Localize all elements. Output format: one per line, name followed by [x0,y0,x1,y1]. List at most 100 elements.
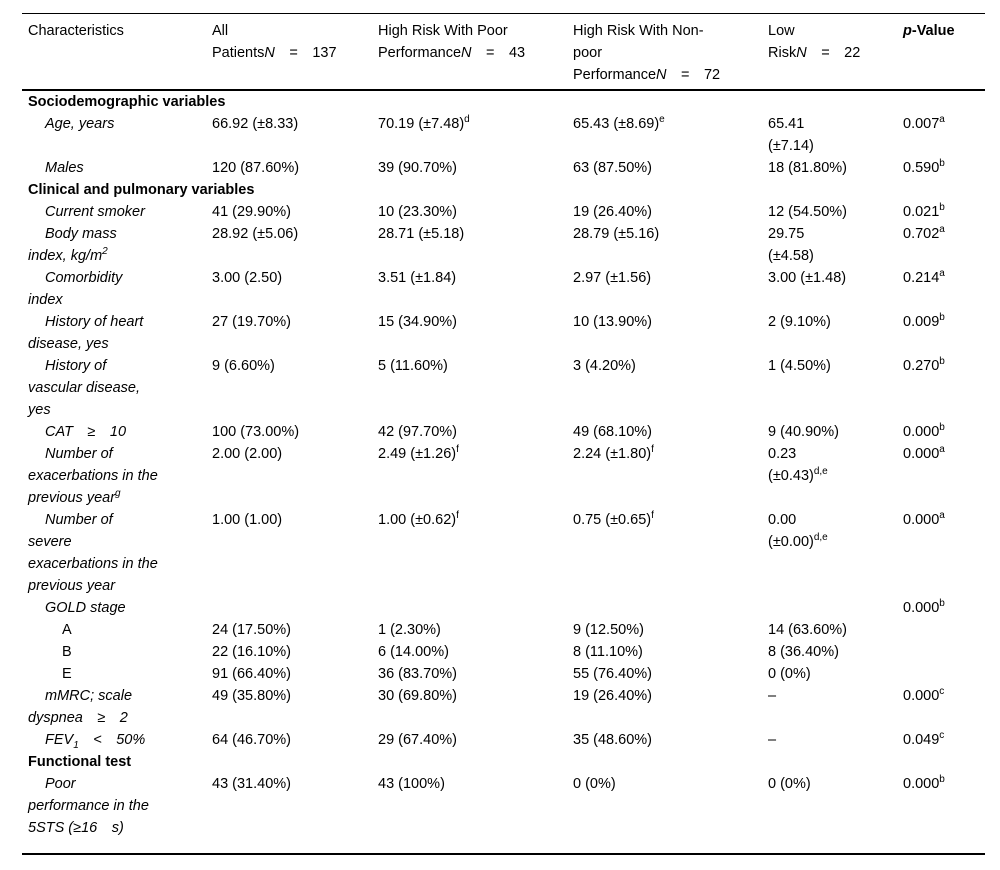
cell-value: 49 (68.10%) [573,424,652,440]
table-row: Comorbidity index 3.00 (2.50) 3.51 (±1.84) 2… [22,267,985,311]
cell-value [212,597,378,619]
row-label: History of heart disease, yes [28,314,144,352]
col-header-all-patients: All PatientsN = 137 [212,13,378,91]
cell-value: 18 (81.80%) [768,160,847,176]
cell-value: 1.00 (1.00) [212,512,283,528]
cell-value: 2.24 (±1.80)f [573,444,654,462]
cell-value: 42 (97.70%) [378,424,457,440]
table-row: History of vascular disease, yes 9 (6.60%) 5… [22,355,985,421]
cell-value: 2.49 (±1.26)f [378,444,459,462]
cell-value [573,597,768,619]
section-label: Sociodemographic variables [28,94,226,110]
cell-value: 3.51 (±1.84) [378,270,457,286]
col-header-p-value: p-Value [903,13,985,91]
cell-value: 0.000b [903,598,945,616]
row-label: Current smoker [45,204,145,220]
cell-value: 0.214a [903,268,945,286]
cell-value [378,597,573,619]
cell-value: 0.000b [903,774,945,792]
section-label: Functional test [28,754,132,770]
cell-value: 39 (90.70%) [378,160,457,176]
cell-value: 3.00 (±1.48) [768,270,847,286]
cell-value: 65.41 (±7.14) [768,116,814,154]
header-row: Characteristics All PatientsN = 137 High … [22,13,985,91]
cell-value: 0.75 (±0.65)f [573,510,654,528]
cell-value: 0 (0%) [768,666,811,682]
row-label: Number of exacerbations in the previous ye… [28,446,158,506]
section-row: Sociodemographic variables [22,90,985,113]
cell-value: 0.702a [903,224,945,242]
row-label: Comorbidity index [28,270,123,308]
cell-value: 6 (14.00%) [378,644,449,660]
cell-value: 9 (40.90%) [768,424,839,440]
col-header-high-risk-nonpoor: High Risk With Non-poor PerformanceN = 72 [573,13,768,91]
cell-value: 64 (46.70%) [212,732,291,748]
cell-value: 0.00 (±0.00)d,e [768,512,828,550]
cell-value: 29 (67.40%) [378,732,457,748]
cell-value: 8 (36.40%) [768,644,839,660]
table-row: A 24 (17.50%) 1 (2.30%) 9 (12.50%) 14 (63.60… [22,619,985,641]
cell-value: 9 (12.50%) [573,622,644,638]
cell-value: 0.000c [903,686,945,704]
table-row: mMRC; scale dyspnea ≥ 2 49 (35.80%) 30 (69.… [22,685,985,729]
cell-value [903,641,985,663]
cell-value: 28.92 (±5.06) [212,226,299,242]
table-row: Age, years 66.92 (±8.33) 70.19 (±7.48)d 65.… [22,113,985,157]
cell-value: 0.021b [903,202,945,220]
cell-value: 1 (2.30%) [378,622,441,638]
row-label: History of vascular disease, yes [28,358,141,418]
cell-value: 15 (34.90%) [378,314,457,330]
row-label: A [62,622,72,638]
cell-value: 0 (0%) [768,776,811,792]
table-header: Characteristics All PatientsN = 137 High … [22,13,985,91]
table-row: Number of severe exacerbations in the previ… [22,509,985,597]
cell-value: 0 (0%) [573,776,616,792]
cell-value: 66.92 (±8.33) [212,116,299,132]
cell-value: 0.000a [903,444,945,462]
cell-value: 41 (29.90%) [212,204,291,220]
section-row: Clinical and pulmonary variables [22,179,985,201]
cell-value: 10 (13.90%) [573,314,652,330]
table-row: B 22 (16.10%) 6 (14.00%) 8 (11.10%) 8 (36.40… [22,641,985,663]
cell-value: 5 (11.60%) [378,358,448,374]
cell-value: 65.43 (±8.69)e [573,114,665,132]
table-row: Current smoker 41 (29.90%) 10 (23.30%) 19 (… [22,201,985,223]
table-body: Sociodemographic variables Age, years 66.9… [22,90,985,854]
table-row: Poor performance in the 5STS (≥16 s) 43 (31… [22,773,985,854]
cell-value: 12 (54.50%) [768,204,847,220]
table-row: FEV1 < 50% 64 (46.70%) 29 (67.40%) 35 (48.6… [22,729,985,751]
table-row: Males 120 (87.60%) 39 (90.70%) 63 (87.50%) 1… [22,157,985,179]
table-row: History of heart disease, yes 27 (19.70%) 1… [22,311,985,355]
row-label: CAT ≥ 10 [45,424,127,440]
cell-value: 0.000b [903,422,945,440]
row-label: FEV1 < 50% [45,732,146,751]
row-label: Age, years [45,116,115,132]
cell-value: 0.23 (±0.43)d,e [768,446,828,484]
row-label: B [62,644,72,660]
cell-value: 35 (48.60%) [573,732,652,748]
cell-value: 43 (100%) [378,776,445,792]
cell-value: 19 (26.40%) [573,688,652,704]
table-row: E 91 (66.40%) 36 (83.70%) 55 (76.40%) 0 (0%) [22,663,985,685]
cell-value: 63 (87.50%) [573,160,652,176]
row-label: GOLD stage [45,600,126,616]
cell-value: 1.00 (±0.62)f [378,510,459,528]
cell-value: 0.049c [903,730,945,748]
cell-value: 30 (69.80%) [378,688,457,704]
cell-value: 3 (4.20%) [573,358,636,374]
cell-value: – [768,688,777,704]
table-row: Body mass index, kg/m2 28.92 (±5.06) 28.71 … [22,223,985,267]
cell-value: 49 (35.80%) [212,688,291,704]
cell-value: 100 (73.00%) [212,424,300,440]
cell-value: 24 (17.50%) [212,622,291,638]
characteristics-table: Characteristics All PatientsN = 137 High … [22,13,985,855]
section-label: Clinical and pulmonary variables [28,182,255,198]
cell-value: 91 (66.40%) [212,666,291,682]
table-row: GOLD stage 0.000b [22,597,985,619]
cell-value: 14 (63.60%) [768,622,847,638]
cell-value [903,619,985,641]
cell-value: 36 (83.70%) [378,666,457,682]
row-label: E [62,666,72,682]
cell-value: 0.270b [903,356,945,374]
